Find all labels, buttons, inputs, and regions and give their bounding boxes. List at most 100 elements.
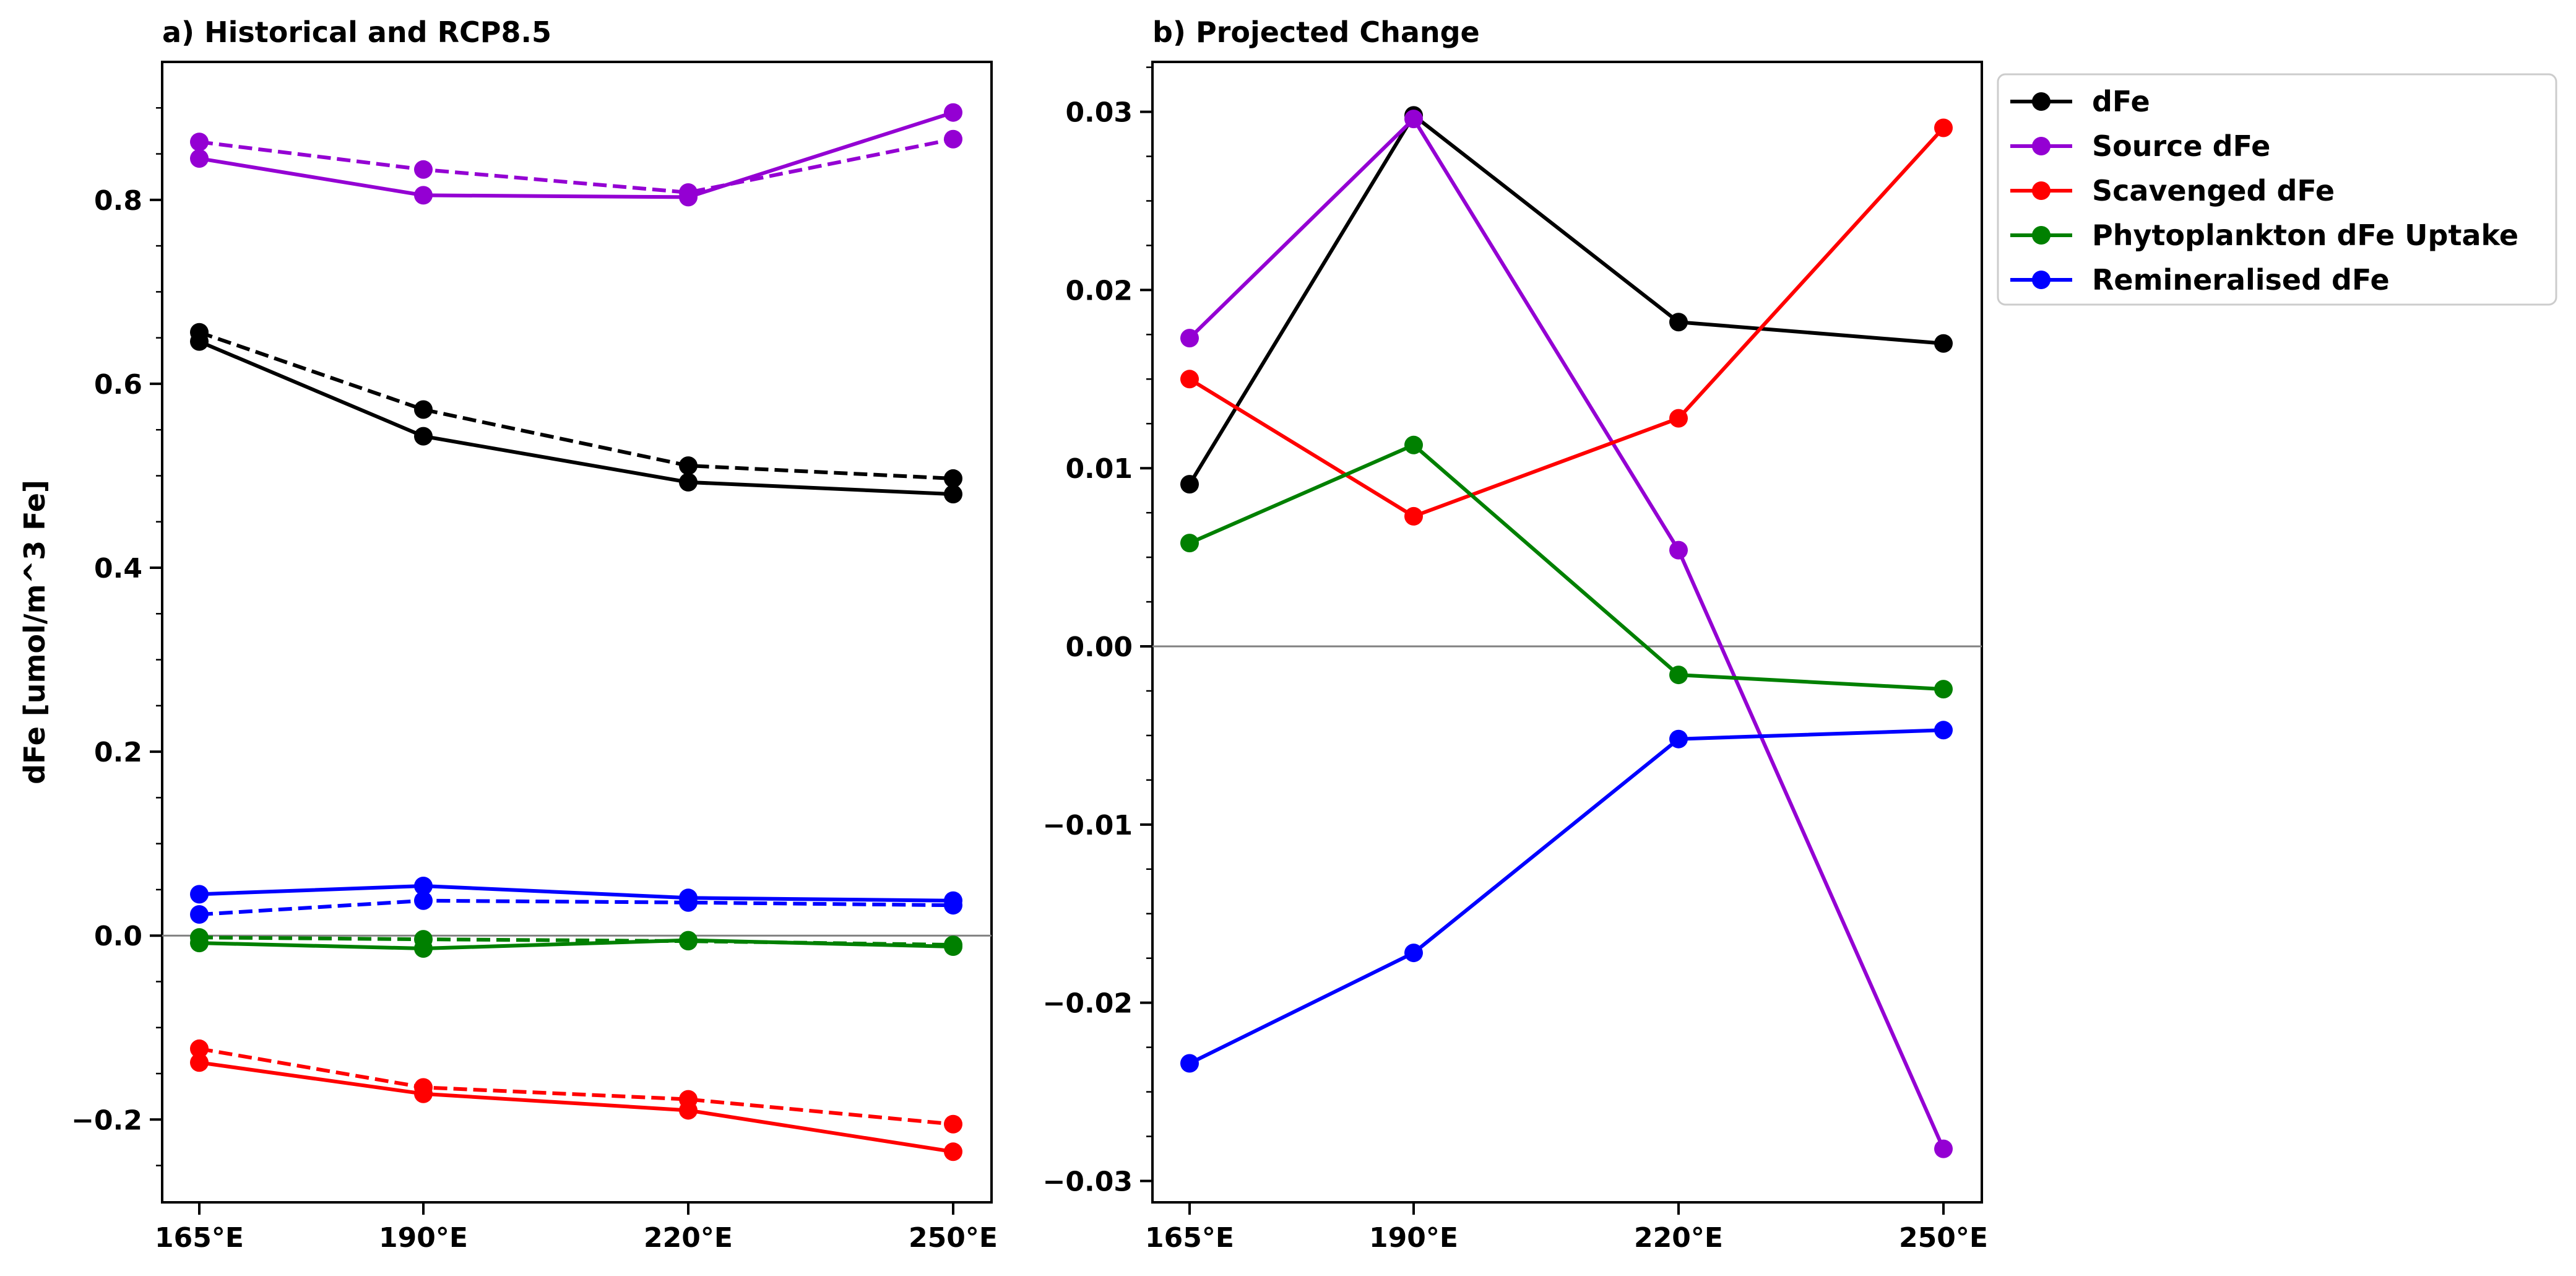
panel-a-series-5-dashed-point — [190, 905, 209, 924]
legend-marker-phytoplankton-dfe-uptake — [2032, 226, 2051, 245]
panel-b-series-phytoplankton-dfe-uptake-point — [1180, 534, 1199, 553]
panel-a-series-9-dashed-point — [190, 1039, 209, 1058]
legend-marker-scavenged-dfe — [2032, 181, 2051, 200]
panel-a-series-7-dashed-point — [414, 930, 433, 949]
panel-a-series-2-point — [414, 427, 433, 446]
y-axis-label: dFe [umol/m^3 Fe] — [18, 480, 51, 784]
panel-a-series-4-line — [199, 883, 954, 903]
panel-b-series-source-dfe-point — [1404, 110, 1423, 129]
panel-b-frame — [1151, 61, 1983, 1204]
panel-b-ytick-label: 0.01 — [1065, 453, 1133, 485]
panel-b-series-remineralised-dfe-point — [1934, 721, 1953, 740]
panel-b-ytick-label: −0.02 — [1043, 988, 1133, 1020]
panel-a-series-2-point — [679, 472, 698, 492]
panel-a-series-8-line — [199, 1061, 954, 1154]
panel-b-ytick-label: −0.01 — [1043, 810, 1133, 841]
panel-a-series-7-dashed-point — [944, 935, 962, 955]
panel-a-series-9-dashed-line — [199, 1046, 954, 1126]
panel-a-series-3-dashed-line — [199, 330, 954, 480]
panel-b-series-scavenged-dfe-point — [1180, 370, 1199, 389]
panel-b-xtick-label: 165°E — [1145, 1222, 1234, 1254]
panel-a-series-5-dashed-point — [414, 891, 433, 910]
panel-a-series-3-dashed-point — [414, 400, 433, 419]
legend: dFe Source dFe Scavenged dFe Phytoplankton … — [1997, 73, 2557, 306]
panel-a-xtick-label: 165°E — [155, 1222, 244, 1254]
panel-a-series-7-dashed-point — [679, 932, 698, 951]
legend-label-dfe: dFe — [2092, 85, 2150, 118]
panel-a-series-5-dashed-line — [199, 898, 954, 917]
panel-b-ytick-label: 0.03 — [1065, 97, 1133, 129]
panel-a-series-3-dashed-point — [190, 323, 209, 342]
panel-a-series-1-dashed-point — [944, 129, 962, 149]
panel-b-series-remineralised-dfe-point — [1180, 1054, 1199, 1073]
panel-a: a) Historical and RCP8.5 dFe [umol/m^3 F… — [18, 15, 998, 1254]
panel-b-series-dfe-point — [1934, 334, 1953, 353]
panel-a-series-1-dashed-line — [199, 137, 954, 194]
panel-a-series-4-point — [414, 876, 433, 895]
panel-b-series-source-dfe-point — [1934, 1139, 1953, 1158]
panel-b: b) Projected Change −0.03 −0.02 −0.01 0.00 0… — [1043, 15, 1988, 1254]
panel-b-xtick-label: 190°E — [1369, 1222, 1458, 1254]
legend-marker-remineralised-dfe — [2032, 271, 2051, 289]
panel-b-series-phytoplankton-dfe-uptake-point — [1669, 666, 1688, 685]
panel-a-title: a) Historical and RCP8.5 — [162, 15, 551, 49]
panel-a-series-4-point — [190, 885, 209, 904]
panel-b-series-remineralised-dfe-point — [1669, 729, 1688, 749]
panel-a-series-2-point — [944, 485, 962, 504]
panel-b-ytick-label: 0.02 — [1065, 275, 1133, 306]
panel-a-series-3-dashed-point — [679, 456, 698, 475]
panel-a-series-7-dashed-line — [199, 935, 954, 947]
panel-b-series-scavenged-dfe-point — [1669, 409, 1688, 428]
legend-frame — [1997, 73, 2557, 306]
panel-a-frame — [161, 61, 993, 1204]
panel-b-series-source-dfe-point — [1180, 329, 1199, 348]
panel-b-ticks: −0.03 −0.02 −0.01 0.00 0.01 0.02 0.03 165°E 190°… — [1043, 66, 1988, 1254]
panel-a-series-7-dashed-point — [190, 928, 209, 947]
panel-a-xtick-label: 190°E — [379, 1222, 468, 1254]
panel-b-xtick-label: 250°E — [1899, 1222, 1988, 1254]
panel-a-ytick-label: 0.4 — [94, 553, 142, 584]
panel-a-xtick-label: 220°E — [644, 1222, 733, 1254]
panel-a-series — [162, 103, 992, 1161]
panel-a-series-1-dashed-point — [679, 183, 698, 202]
panel-a-series-1-dashed-point — [414, 160, 433, 179]
panel-b-series — [1152, 106, 1982, 1158]
panel-b-series-scavenged-dfe-point — [1934, 118, 1953, 137]
panel-a-ytick-label: 0.2 — [94, 737, 142, 768]
panel-b-series-source-dfe-line — [1188, 117, 1945, 1150]
legend-label-remineralised-dfe: Remineralised dFe — [2092, 263, 2390, 297]
panel-a-series-8-point — [944, 1142, 962, 1161]
panel-a-series-3-dashed-point — [944, 469, 962, 488]
panel-a-xtick-label: 250°E — [909, 1222, 998, 1254]
panel-a-ticks: −0.2 0.0 0.2 0.4 0.6 0.8 165°E 190°E 220°E 250°E — [71, 107, 998, 1254]
panel-b-series-scavenged-dfe-point — [1404, 506, 1423, 526]
panel-a-ytick-label: 0.0 — [94, 921, 142, 952]
panel-b-series-phytoplankton-dfe-uptake-line — [1188, 443, 1944, 692]
panel-a-series-0-line — [199, 110, 954, 199]
panel-a-series-0-point — [944, 103, 962, 122]
panel-b-series-remineralised-dfe-point — [1404, 944, 1423, 963]
panel-b-ytick-label: −0.03 — [1043, 1166, 1133, 1197]
legend-marker-source-dfe — [2032, 137, 2051, 155]
panel-a-series-9-dashed-point — [679, 1090, 698, 1109]
panel-a-series-2-line — [198, 339, 954, 497]
panel-b-series-scavenged-dfe-line — [1188, 126, 1945, 518]
panel-b-series-source-dfe-point — [1669, 540, 1688, 560]
panel-a-ytick-label: 0.8 — [94, 185, 142, 217]
panel-b-series-phytoplankton-dfe-uptake-point — [1404, 435, 1423, 454]
panel-a-series-5-dashed-point — [944, 896, 962, 915]
panel-a-series-5-dashed-point — [679, 893, 698, 912]
panel-a-series-8-point — [190, 1053, 209, 1072]
legend-marker-dfe — [2032, 92, 2051, 111]
panel-b-series-remineralised-dfe-line — [1188, 728, 1944, 1066]
panel-a-series-0-point — [414, 186, 433, 205]
panel-b-series-dfe-point — [1669, 313, 1688, 332]
panel-b-xtick-label: 220°E — [1634, 1222, 1723, 1254]
panel-b-series-dfe-line — [1188, 113, 1944, 485]
legend-label-scavenged-dfe: Scavenged dFe — [2092, 174, 2335, 207]
panel-a-ytick-label: −0.2 — [71, 1105, 142, 1136]
panel-b-title: b) Projected Change — [1152, 15, 1480, 49]
panel-a-series-1-dashed-point — [190, 132, 209, 152]
panel-b-ytick-label: 0.00 — [1065, 631, 1133, 663]
